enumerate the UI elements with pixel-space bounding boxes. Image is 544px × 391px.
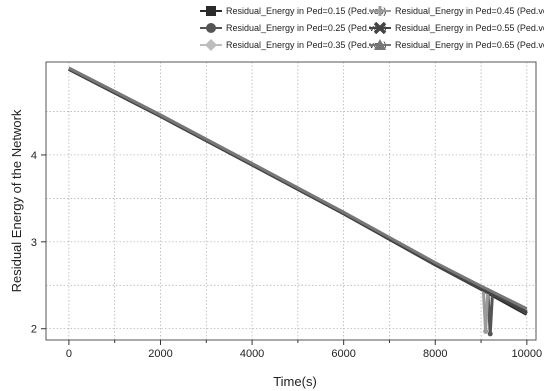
square-marker-icon: [200, 6, 222, 16]
x-tick-label: 4000: [240, 348, 264, 360]
legend-item: Residual_Energy in Ped=0.65 (Ped.vec): [369, 38, 544, 52]
x-marker-icon: [369, 22, 391, 34]
diamond-marker-icon: [200, 39, 222, 51]
x-axis-label: Time(s): [273, 374, 317, 389]
x-tick-label: 0: [66, 348, 72, 360]
y-tick-label: 2: [31, 324, 37, 336]
legend-item: Residual_Energy in Ped=0.15 (Ped.vec): [200, 4, 386, 18]
plot-area-frame: [45, 61, 537, 341]
legend-item: Residual_Energy in Ped=0.25 (Ped.vec): [200, 21, 386, 35]
x-tick-label: 2000: [148, 348, 172, 360]
x-tick-label: 8000: [423, 348, 447, 360]
triangle-marker-icon: [369, 39, 391, 50]
legend-label: Residual_Energy in Ped=0.55 (Ped.vec): [395, 23, 544, 33]
legend-item: Residual_Energy in Ped=0.45 (Ped.vec): [369, 4, 544, 18]
legend-item: Residual_Energy in Ped=0.55 (Ped.vec): [369, 21, 544, 35]
x-axis: 0 2000 4000 6000 8000 10000: [66, 340, 542, 360]
series-dip-marker: [487, 331, 493, 337]
legend-label: Residual_Energy in Ped=0.45 (Ped.vec): [395, 6, 544, 16]
legend-label: Residual_Energy in Ped=0.35 (Ped.vec): [226, 40, 387, 50]
legend-label: Residual_Energy in Ped=0.65 (Ped.vec): [395, 40, 544, 50]
y-axis: 2 3 4: [31, 150, 46, 336]
y-tick-label: 3: [31, 237, 37, 249]
legend-label: Residual_Energy in Ped=0.25 (Ped.vec): [226, 23, 387, 33]
y-tick-label: 4: [31, 150, 37, 162]
legend-label: Residual_Energy in Ped=0.15 (Ped.vec): [226, 6, 387, 16]
series-line-6: [68, 66, 528, 311]
series-layer: [67, 66, 528, 337]
series-dip-marker: [483, 328, 489, 334]
plus-marker-icon: [369, 6, 391, 16]
x-tick-label: 10000: [512, 348, 543, 360]
grid-lines: [46, 62, 536, 340]
x-tick-label: 6000: [331, 348, 355, 360]
legend: Residual_Energy in Ped=0.15 (Ped.vec) Res…: [200, 4, 544, 58]
y-axis-label: Residual Energy of the Network: [9, 109, 24, 292]
legend-item: Residual_Energy in Ped=0.35 (Ped.vec): [200, 38, 386, 52]
circle-marker-icon: [200, 23, 222, 33]
